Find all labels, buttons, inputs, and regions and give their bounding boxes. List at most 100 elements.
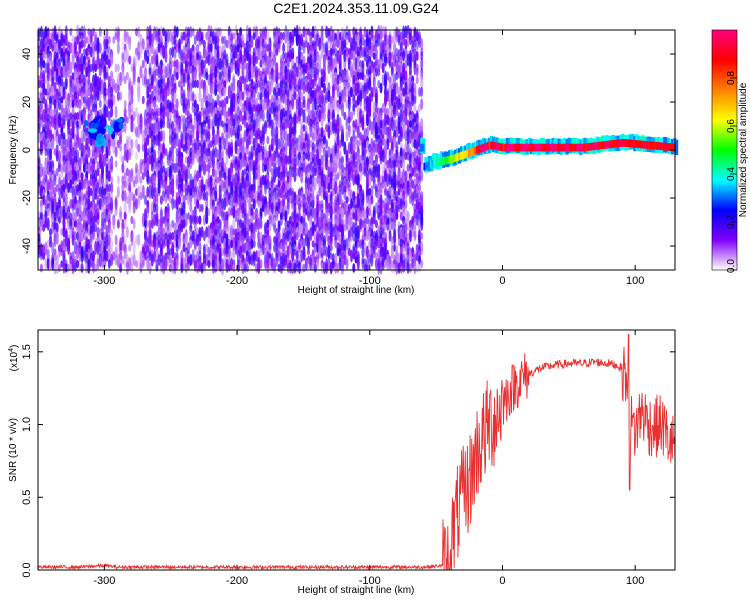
noise-cell bbox=[241, 236, 245, 244]
noise-cell bbox=[71, 250, 75, 262]
noise-cell bbox=[261, 104, 265, 112]
noise-cell bbox=[144, 251, 147, 261]
noise-cell bbox=[173, 49, 177, 63]
noise-cell bbox=[157, 187, 161, 197]
noise-cell bbox=[273, 235, 277, 245]
noise-cell bbox=[58, 120, 61, 128]
noise-cell bbox=[209, 106, 213, 118]
noise-cell bbox=[329, 233, 333, 247]
noise-cell bbox=[273, 87, 277, 97]
noise-cell bbox=[275, 114, 279, 126]
noise-cell bbox=[150, 210, 154, 222]
noise-cell bbox=[123, 171, 127, 181]
noise-cell bbox=[193, 69, 197, 83]
noise-cell bbox=[259, 151, 263, 161]
noise-cell bbox=[146, 186, 150, 198]
noise-cell bbox=[132, 110, 136, 122]
noise-cell bbox=[388, 207, 392, 217]
noise-cell bbox=[295, 153, 299, 167]
noise-cell bbox=[58, 176, 61, 192]
noise-cell bbox=[230, 33, 234, 47]
noise-cell bbox=[225, 223, 229, 233]
noise-cell bbox=[39, 58, 43, 70]
noise-cell bbox=[146, 152, 150, 160]
noise-cell bbox=[223, 106, 227, 118]
noise-cell bbox=[273, 31, 277, 41]
noise-cell bbox=[325, 139, 329, 149]
noise-cell bbox=[71, 132, 75, 140]
noise-cell bbox=[370, 185, 374, 199]
noise-cell bbox=[150, 164, 154, 172]
noise-cell bbox=[202, 120, 206, 128]
noise-cell bbox=[214, 88, 218, 96]
noise-cell bbox=[384, 217, 387, 231]
noise-cell bbox=[60, 228, 64, 236]
noise-cell bbox=[184, 235, 188, 245]
noise-cell bbox=[325, 47, 329, 57]
noise-cell bbox=[232, 228, 236, 236]
noise-cell bbox=[171, 245, 175, 259]
noise-cell bbox=[135, 235, 138, 245]
noise-cell bbox=[234, 132, 238, 140]
noise-cell bbox=[277, 250, 281, 262]
noise-cell bbox=[313, 53, 317, 67]
noise-cell bbox=[96, 199, 100, 209]
noise-cell bbox=[377, 145, 381, 159]
noise-cell bbox=[243, 168, 247, 176]
noise-cell bbox=[121, 236, 125, 252]
noise-cell bbox=[257, 230, 261, 242]
noise-cell bbox=[295, 250, 299, 262]
noise-cell bbox=[372, 73, 376, 87]
noise-cell bbox=[205, 129, 209, 143]
noise-cell bbox=[53, 99, 57, 109]
noise-cell bbox=[80, 223, 84, 233]
noise-cell bbox=[279, 185, 283, 199]
noise-cell bbox=[282, 211, 286, 221]
noise-cell bbox=[82, 96, 86, 104]
noise-cell bbox=[374, 67, 378, 77]
noise-cell bbox=[234, 163, 238, 173]
noise-cell bbox=[62, 226, 66, 238]
noise-cell bbox=[171, 46, 175, 58]
noise-cell bbox=[211, 126, 215, 138]
noise-cell bbox=[153, 249, 157, 263]
noise-cell bbox=[248, 224, 252, 232]
noise-cell bbox=[352, 50, 356, 62]
noise-cell bbox=[148, 240, 152, 248]
noise-cell bbox=[266, 119, 270, 129]
noise-cell bbox=[76, 207, 80, 217]
noise-cell bbox=[155, 122, 159, 134]
noise-cell bbox=[361, 117, 365, 131]
noise-cell bbox=[155, 89, 159, 103]
noise-cell bbox=[42, 194, 46, 206]
noise-cell bbox=[402, 190, 406, 202]
noise-cell bbox=[166, 166, 170, 178]
noise-cell bbox=[341, 156, 344, 164]
noise-cell bbox=[76, 99, 80, 109]
noise-cell bbox=[291, 211, 295, 221]
noise-cell bbox=[141, 163, 145, 173]
noise-cell bbox=[284, 210, 288, 222]
noise-cell bbox=[39, 213, 43, 227]
noise-cell bbox=[352, 174, 356, 186]
noise-cell bbox=[139, 192, 143, 200]
noise-cell bbox=[329, 65, 333, 79]
noise-cell bbox=[198, 89, 202, 103]
noise-cell bbox=[51, 241, 55, 255]
noise-cell bbox=[331, 42, 335, 54]
noise-cell bbox=[259, 92, 263, 108]
noise-cell bbox=[374, 115, 378, 125]
noise-cell bbox=[94, 215, 98, 225]
noise-cell bbox=[166, 63, 170, 73]
noise-cell bbox=[408, 120, 412, 128]
noise-cell bbox=[121, 53, 125, 67]
noise-cell bbox=[277, 153, 281, 167]
noise-cell bbox=[402, 243, 406, 253]
noise-cell bbox=[309, 140, 313, 148]
noise-cell bbox=[404, 130, 408, 142]
noise-cell bbox=[279, 54, 283, 66]
noise-cell bbox=[139, 250, 143, 262]
noise-cell bbox=[191, 71, 195, 81]
noise-cell bbox=[171, 220, 175, 228]
noise-cell bbox=[368, 173, 372, 187]
